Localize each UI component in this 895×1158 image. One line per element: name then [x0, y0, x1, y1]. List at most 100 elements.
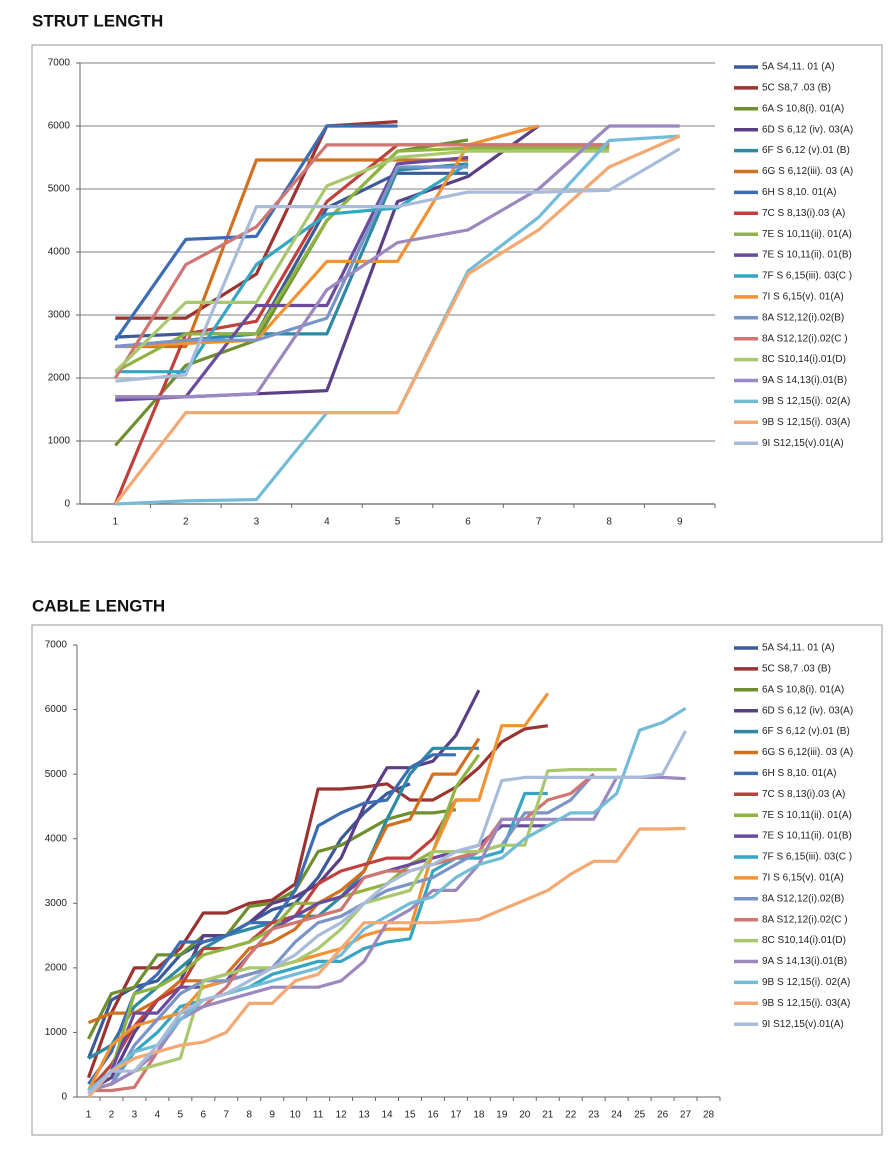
legend-label: 6G S 6,12(iii). 03 (A)	[762, 747, 853, 758]
x-tick-label: 9	[677, 517, 683, 528]
x-tick-label: 13	[358, 1110, 370, 1121]
series-line	[88, 791, 548, 1093]
y-tick-label: 6000	[45, 704, 68, 715]
legend-label: 7C S 8,13(i).03 (A)	[762, 208, 845, 219]
x-tick-label: 1	[86, 1110, 92, 1121]
series-line	[87, 730, 688, 1095]
legend-label: 5C S8,7 .03 (B)	[762, 83, 831, 94]
legend-label: 9B S 12,15(i). 03(A)	[762, 417, 850, 428]
x-tick-label: 11	[313, 1110, 324, 1121]
legend-label: 7E S 10,11(ii). 01(B)	[762, 831, 852, 842]
series-line	[87, 692, 550, 1092]
x-tick-label: 26	[657, 1110, 669, 1121]
x-tick-label: 5	[395, 517, 401, 528]
x-tick-label: 2	[183, 517, 189, 528]
y-tick-label: 7000	[48, 58, 71, 69]
x-tick-label: 16	[427, 1110, 439, 1121]
y-tick-label: 5000	[45, 769, 68, 780]
x-tick-label: 4	[324, 517, 330, 528]
x-tick-label: 3	[254, 517, 260, 528]
x-tick-label: 14	[381, 1110, 393, 1121]
legend-label: 9B S 12,15(i). 02(A)	[762, 977, 850, 988]
y-tick-label: 2000	[48, 373, 71, 384]
x-tick-label: 8	[606, 517, 612, 528]
x-tick-label: 8	[246, 1110, 252, 1121]
series-line	[113, 143, 610, 379]
legend-label: 5A S4,11. 01 (A)	[762, 62, 835, 73]
legend-label: 7E S 10,11(ii). 01(A)	[762, 810, 852, 821]
series-line	[115, 147, 681, 383]
y-tick-label: 0	[61, 1092, 67, 1103]
legend-label: 6F S 6,12 (v).01 (B)	[762, 145, 850, 156]
series-line	[115, 162, 469, 374]
chart-title: STRUT LENGTH	[32, 11, 163, 30]
x-tick-label: 23	[588, 1110, 600, 1121]
legend-label: 6A S 10,8(i). 01(A)	[762, 103, 844, 114]
series-line	[113, 124, 398, 342]
legend-label: 7E S 10,11(ii). 01(B)	[762, 250, 852, 261]
x-tick-label: 9	[269, 1110, 275, 1121]
x-tick-label: 4	[155, 1110, 161, 1121]
y-tick-label: 2000	[45, 962, 68, 973]
y-tick-label: 4000	[45, 833, 68, 844]
chart-frame	[31, 624, 883, 1136]
x-tick-label: 3	[132, 1110, 138, 1121]
legend-label: 7E S 10,11(ii). 01(A)	[762, 229, 852, 240]
series-line	[115, 171, 469, 339]
legend-label: 8C S10,14(i).01(D)	[762, 354, 846, 365]
legend-label: 6A S 10,8(i). 01(A)	[762, 684, 844, 695]
legend-label: 5A S4,11. 01 (A)	[762, 643, 835, 654]
x-tick-label: 15	[404, 1110, 416, 1121]
y-tick-label: 3000	[48, 310, 71, 321]
x-tick-label: 25	[634, 1110, 646, 1121]
series-line	[88, 768, 617, 1093]
legend-label: 8A S12,12(i).02(B)	[762, 893, 844, 904]
x-tick-label: 5	[178, 1110, 184, 1121]
legend-label: 9B S 12,15(i). 03(A)	[762, 998, 850, 1009]
legend-label: 6G S 6,12(iii). 03 (A)	[762, 166, 853, 177]
legend-label: 8A S12,12(i).02(B)	[762, 312, 844, 323]
legend-label: 6D S 6,12 (iv). 03(A)	[762, 705, 853, 716]
x-tick-label: 21	[542, 1110, 554, 1121]
y-tick-label: 1000	[48, 436, 71, 447]
legend-label: 7I S 6,15(v). 01(A)	[762, 873, 844, 884]
y-tick-label: 4000	[48, 247, 71, 258]
x-tick-label: 20	[519, 1110, 531, 1121]
legend-label: 9I S12,15(v).01(A)	[762, 438, 844, 449]
y-tick-label: 5000	[48, 184, 71, 195]
legend-label: 6H S 8,10. 01(A)	[762, 768, 836, 779]
series-line	[115, 158, 469, 349]
x-tick-label: 19	[496, 1110, 508, 1121]
series-line	[113, 143, 610, 505]
x-tick-label: 7	[536, 517, 542, 528]
legend-label: 7F S 6,15(iii). 03(C )	[762, 271, 852, 282]
y-tick-label: 7000	[45, 640, 68, 651]
series-line	[115, 124, 680, 399]
x-tick-label: 2	[109, 1110, 115, 1121]
legend-label: 9A S 14,13(i).01(B)	[762, 956, 847, 967]
x-tick-label: 22	[565, 1110, 577, 1121]
x-tick-label: 10	[290, 1110, 302, 1121]
chart-title: CABLE LENGTH	[32, 596, 165, 615]
x-tick-label: 12	[336, 1110, 348, 1121]
y-tick-label: 6000	[48, 121, 71, 132]
series-line	[114, 149, 610, 373]
legend-label: 5C S8,7 .03 (B)	[762, 664, 831, 675]
x-tick-label: 24	[611, 1110, 623, 1121]
y-tick-label: 3000	[45, 898, 68, 909]
legend-label: 9I S12,15(v).01(A)	[762, 1019, 844, 1030]
series-line	[88, 773, 595, 1093]
x-tick-label: 7	[223, 1110, 229, 1121]
series-line	[114, 134, 681, 505]
legend-label: 6H S 8,10. 01(A)	[762, 187, 836, 198]
series-line	[114, 146, 610, 374]
legend-label: 7I S 6,15(v). 01(A)	[762, 292, 844, 303]
legend-label: 9A S 14,13(i).01(B)	[762, 375, 847, 386]
series-line	[115, 165, 469, 349]
x-tick-label: 28	[703, 1110, 715, 1121]
legend-label: 7F S 6,15(iii). 03(C )	[762, 852, 852, 863]
legend-label: 8A S12,12(i).02(C )	[762, 914, 848, 925]
x-tick-label: 6	[465, 517, 471, 528]
legend-label: 6D S 6,12 (iv). 03(A)	[762, 124, 853, 135]
